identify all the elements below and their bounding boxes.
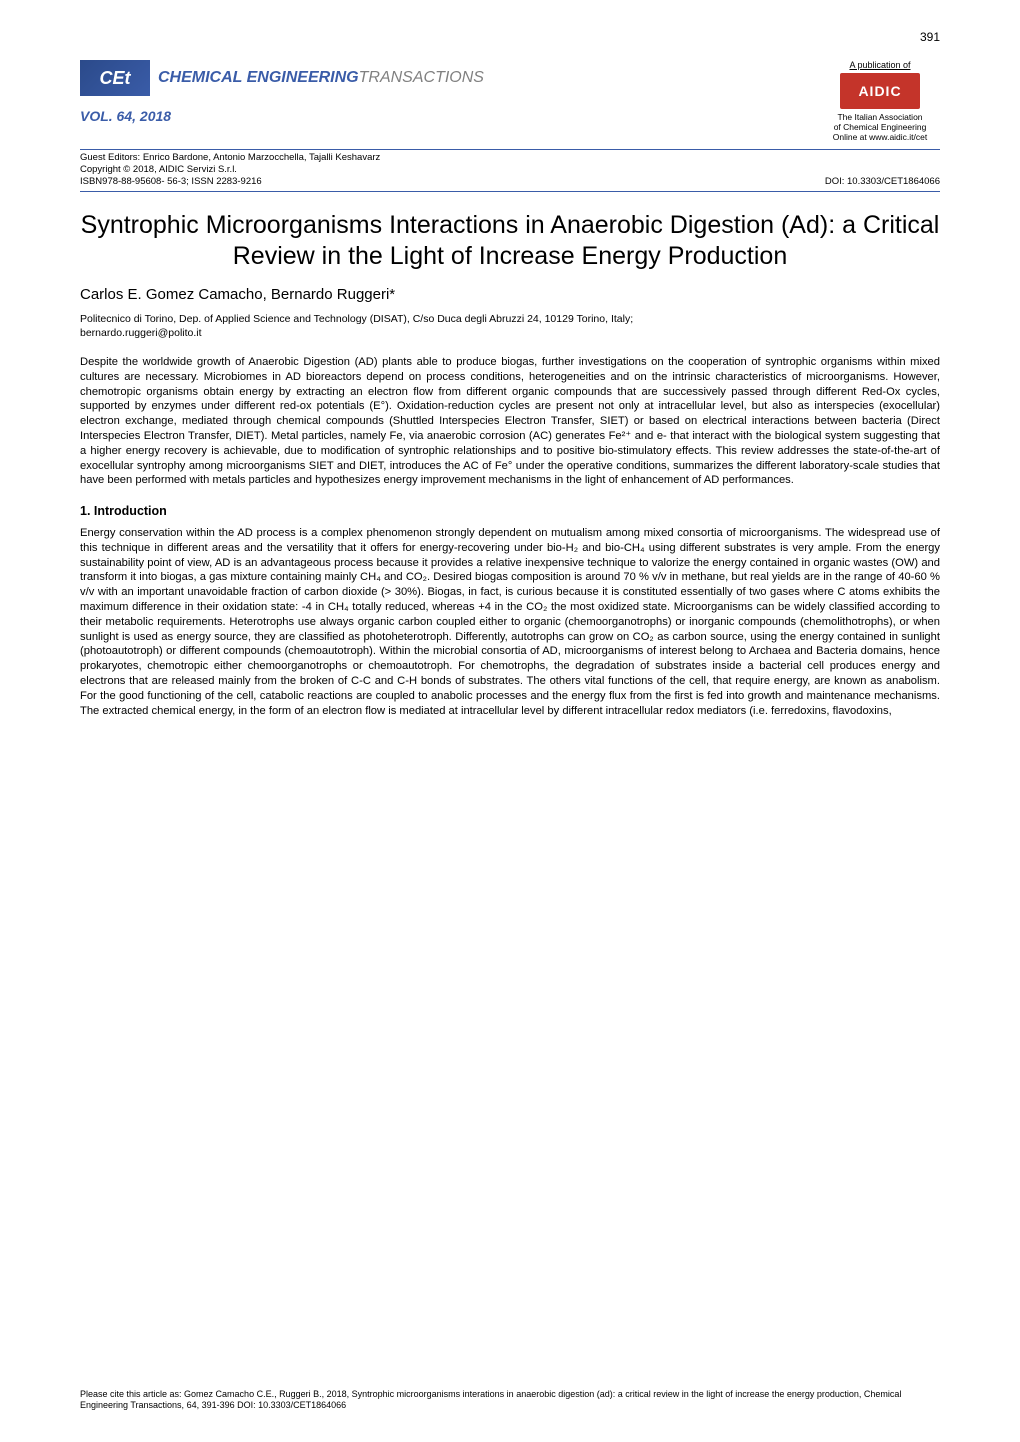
association-line1: The Italian Association xyxy=(837,112,922,122)
association-line3: Online at www.aidic.it/cet xyxy=(833,132,927,142)
corresponding-email: bernardo.ruggeri@polito.it xyxy=(80,327,940,339)
divider-bottom xyxy=(80,191,940,192)
header-row: CEt CHEMICAL ENGINEERINGTRANSACTIONS VOL… xyxy=(80,60,940,143)
header-right: A publication of AIDIC The Italian Assoc… xyxy=(820,60,940,143)
section-1-body: Energy conservation within the AD proces… xyxy=(80,526,940,718)
publication-label: A publication of xyxy=(849,60,910,70)
doi: DOI: 10.3303/CET1864066 xyxy=(825,176,940,188)
journal-title: CHEMICAL ENGINEERINGTRANSACTIONS xyxy=(158,69,484,87)
editors-line: Guest Editors: Enrico Bardone, Antonio M… xyxy=(80,152,380,164)
page-number: 391 xyxy=(920,30,940,44)
isbn-issn-line: ISBN978-88-95608- 56-3; ISSN 2283-9216 xyxy=(80,176,380,188)
meta-left: Guest Editors: Enrico Bardone, Antonio M… xyxy=(80,152,380,189)
article-title: Syntrophic Microorganisms Interactions i… xyxy=(80,210,940,273)
citation-footer: Please cite this article as: Gomez Camac… xyxy=(80,1389,940,1412)
aidic-logo: AIDIC xyxy=(840,73,920,109)
divider-top xyxy=(80,149,940,150)
volume-line: VOL. 64, 2018 xyxy=(80,108,484,124)
authors: Carlos E. Gomez Camacho, Bernardo Rugger… xyxy=(80,286,940,303)
section-1-heading: 1. Introduction xyxy=(80,504,940,518)
journal-name-eng: CHEMICAL ENGINEERING xyxy=(158,69,359,86)
copyright-line: Copyright © 2018, AIDIC Servizi S.r.l. xyxy=(80,164,380,176)
association-line2: of Chemical Engineering xyxy=(834,122,927,132)
affiliation: Politecnico di Torino, Dep. of Applied S… xyxy=(80,313,940,325)
logo-title-row: CEt CHEMICAL ENGINEERINGTRANSACTIONS xyxy=(80,60,484,96)
abstract: Despite the worldwide growth of Anaerobi… xyxy=(80,355,940,488)
cet-logo: CEt xyxy=(80,60,150,96)
journal-name-trans: TRANSACTIONS xyxy=(359,69,484,86)
header-left: CEt CHEMICAL ENGINEERINGTRANSACTIONS VOL… xyxy=(80,60,484,124)
meta-row: Guest Editors: Enrico Bardone, Antonio M… xyxy=(80,152,940,189)
